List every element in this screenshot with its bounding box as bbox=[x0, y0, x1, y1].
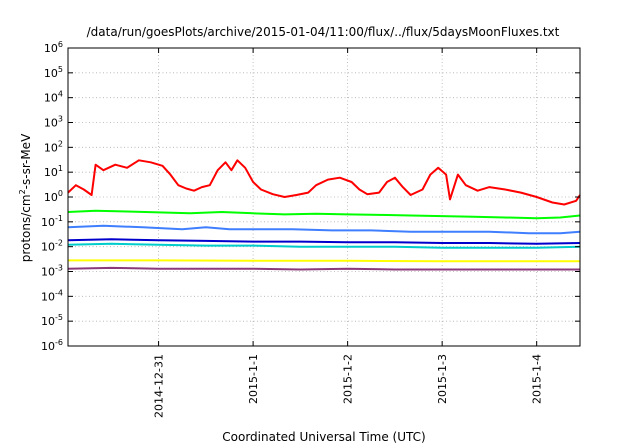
y-tick-base: 10 bbox=[44, 67, 58, 80]
x-axis-label: Coordinated Universal Time (UTC) bbox=[222, 430, 425, 444]
y-tick-base: 10 bbox=[44, 92, 58, 105]
y-tick-label: 10-4 bbox=[41, 288, 63, 303]
y-tick-exp: 6 bbox=[58, 40, 63, 49]
y-tick-label: 105 bbox=[44, 65, 63, 80]
series-line-3 bbox=[67, 224, 581, 235]
y-tick-base: 10 bbox=[44, 166, 58, 179]
y-tick-exp: 3 bbox=[58, 115, 63, 124]
y-tick-base: 10 bbox=[41, 216, 55, 229]
y-tick-base: 10 bbox=[44, 191, 58, 204]
series-group bbox=[67, 159, 581, 271]
y-tick-label: 100 bbox=[44, 189, 63, 204]
y-axis-label-sup: 2 bbox=[18, 189, 27, 194]
y-axis: 10-610-510-410-310-210-11001011021031041… bbox=[41, 40, 580, 353]
y-axis-label: protons/cm2-s-sr-MeV bbox=[18, 133, 33, 262]
y-tick-exp: -2 bbox=[55, 239, 63, 248]
series-line-1 bbox=[67, 159, 581, 206]
y-tick-base: 10 bbox=[44, 141, 58, 154]
y-tick-label: 102 bbox=[44, 139, 63, 154]
y-tick-base: 10 bbox=[41, 266, 55, 279]
y-tick-label: 106 bbox=[44, 40, 63, 55]
y-tick-label: 10-2 bbox=[41, 239, 63, 254]
series-line-5 bbox=[67, 238, 581, 245]
y-tick-label: 104 bbox=[44, 90, 63, 105]
x-tick-label: 2015-1-2 bbox=[342, 354, 355, 404]
y-tick-base: 10 bbox=[44, 42, 58, 55]
y-tick-base: 10 bbox=[41, 241, 55, 254]
y-tick-exp: 5 bbox=[58, 65, 63, 74]
y-tick-base: 10 bbox=[41, 340, 55, 353]
y-tick-exp: -1 bbox=[55, 214, 63, 223]
series-line-4 bbox=[67, 242, 581, 249]
y-tick-exp: -6 bbox=[55, 338, 63, 347]
series-line-2 bbox=[67, 209, 581, 220]
chart-title: /data/run/goesPlots/archive/2015-01-04/1… bbox=[87, 25, 560, 39]
y-tick-exp: 2 bbox=[58, 139, 63, 148]
y-tick-exp: -5 bbox=[55, 313, 63, 322]
x-tick-label: 2015-1-1 bbox=[247, 354, 260, 404]
series-line-6 bbox=[68, 259, 580, 263]
y-tick-exp: 1 bbox=[58, 164, 63, 173]
grid-lines bbox=[68, 48, 580, 346]
series-line-7 bbox=[67, 266, 580, 271]
y-tick-exp: -4 bbox=[55, 288, 63, 297]
x-tick-label: 2015-1-3 bbox=[436, 354, 449, 404]
y-tick-label: 101 bbox=[44, 164, 63, 179]
x-axis: 2014-12-31 2015-1-1 2015-1-2 2015-1-3 2015-1… bbox=[153, 48, 544, 418]
y-axis-label-rest: -s-sr-MeV bbox=[19, 133, 33, 189]
y-tick-base: 10 bbox=[41, 315, 55, 328]
y-tick-base: 10 bbox=[41, 290, 55, 303]
x-tick-label: 2014-12-31 bbox=[153, 354, 166, 418]
y-tick-base: 10 bbox=[44, 117, 58, 130]
y-axis-label-base: protons/cm bbox=[19, 194, 33, 262]
y-tick-label: 10-3 bbox=[41, 264, 63, 279]
y-tick-label: 10-1 bbox=[41, 214, 63, 229]
y-tick-exp: 4 bbox=[58, 90, 63, 99]
y-tick-label: 10-6 bbox=[41, 338, 63, 353]
y-tick-exp: -3 bbox=[55, 264, 63, 273]
y-tick-label: 10-5 bbox=[41, 313, 63, 328]
y-tick-label: 103 bbox=[44, 115, 63, 130]
y-tick-exp: 0 bbox=[58, 189, 63, 198]
x-tick-label: 2015-1-4 bbox=[531, 354, 544, 404]
